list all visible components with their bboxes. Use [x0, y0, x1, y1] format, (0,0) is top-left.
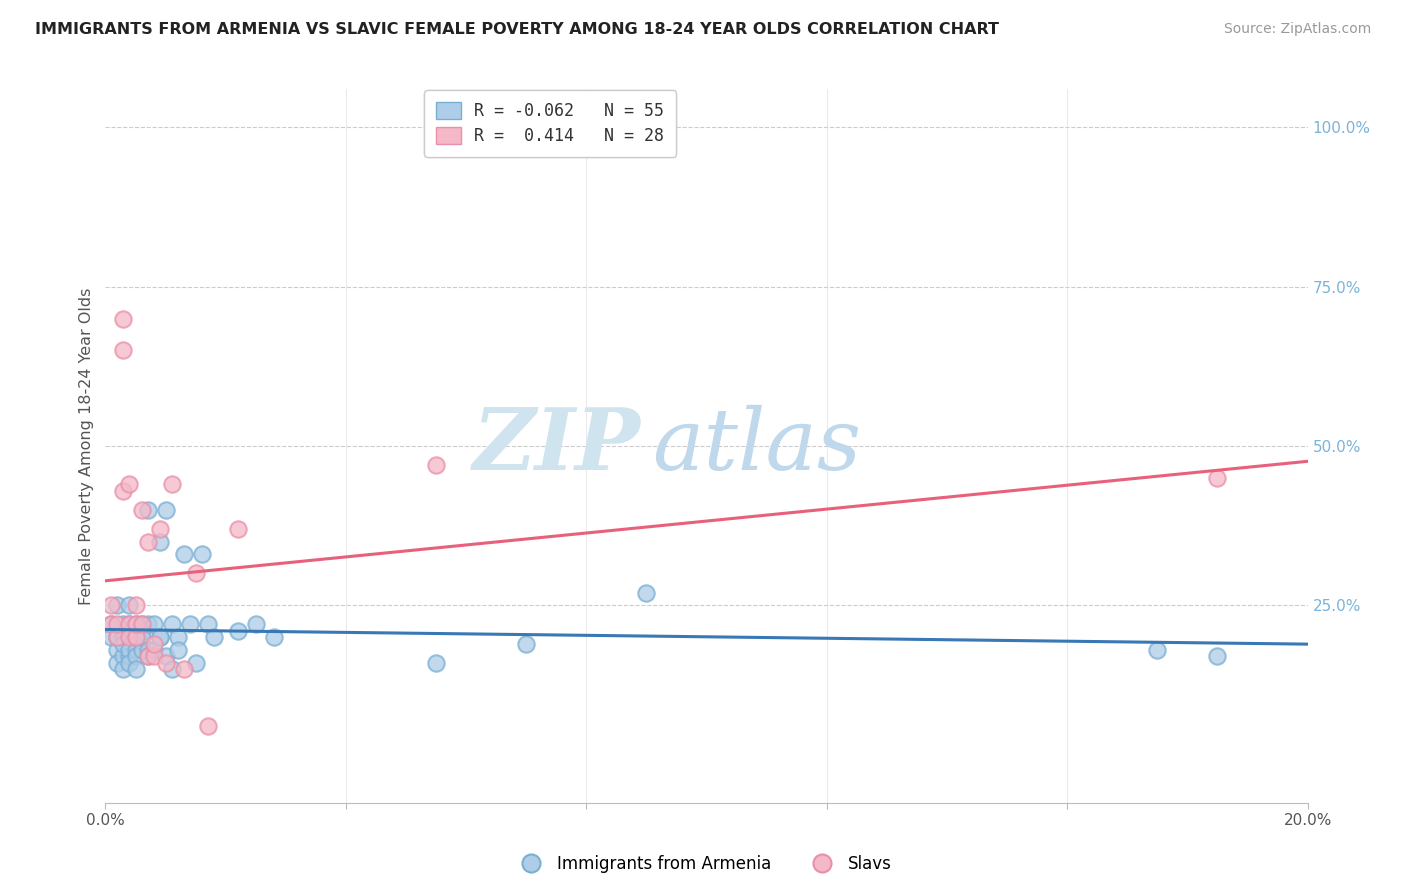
Point [112, 483, 135, 498]
Point [112, 343, 135, 358]
Point [124, 662, 146, 676]
Text: Source: ZipAtlas.com: Source: ZipAtlas.com [1223, 22, 1371, 37]
Point [107, 656, 129, 670]
Text: atlas: atlas [652, 405, 862, 487]
Point [118, 656, 141, 670]
Point [226, 522, 249, 536]
Point [160, 662, 183, 676]
Point [131, 617, 153, 632]
Point [118, 617, 141, 632]
Point [112, 311, 135, 326]
Point [202, 630, 225, 644]
Point [118, 599, 141, 613]
Point [226, 624, 249, 638]
Point [107, 630, 129, 644]
Point [124, 630, 146, 644]
Point [179, 617, 201, 632]
Point [131, 643, 153, 657]
Point [100, 617, 122, 632]
Legend: Immigrants from Armenia, Slavs: Immigrants from Armenia, Slavs [508, 848, 898, 880]
Point [142, 643, 165, 657]
Point [118, 617, 141, 632]
Point [131, 624, 153, 638]
Point [197, 617, 219, 632]
Point [155, 502, 177, 516]
Point [112, 630, 135, 644]
Point [190, 547, 212, 561]
Point [142, 649, 165, 664]
Point [112, 649, 135, 664]
Point [184, 566, 207, 581]
Point [197, 719, 219, 733]
Point [118, 477, 141, 491]
Text: IMMIGRANTS FROM ARMENIA VS SLAVIC FEMALE POVERTY AMONG 18-24 YEAR OLDS CORRELATI: IMMIGRANTS FROM ARMENIA VS SLAVIC FEMALE… [35, 22, 1000, 37]
Point [112, 636, 135, 650]
Point [142, 617, 165, 632]
Point [1206, 649, 1229, 664]
Point [155, 649, 177, 664]
Point [148, 630, 170, 644]
Point [107, 599, 129, 613]
Point [124, 630, 146, 644]
Point [166, 643, 188, 657]
Point [1206, 471, 1229, 485]
Point [136, 649, 159, 664]
Point [148, 630, 170, 644]
Text: ZIP: ZIP [472, 404, 640, 488]
Point [166, 630, 188, 644]
Point [107, 643, 129, 657]
Point [124, 599, 146, 613]
Legend: R = -0.062   N = 55, R =  0.414   N = 28: R = -0.062 N = 55, R = 0.414 N = 28 [425, 90, 676, 157]
Point [184, 656, 207, 670]
Point [107, 630, 129, 644]
Point [100, 630, 122, 644]
Point [118, 630, 141, 644]
Point [142, 636, 165, 650]
Point [155, 656, 177, 670]
Point [100, 599, 122, 613]
Point [173, 662, 195, 676]
Point [112, 662, 135, 676]
Point [636, 585, 658, 599]
Point [131, 630, 153, 644]
Point [148, 534, 170, 549]
Point [100, 617, 122, 632]
Point [124, 617, 146, 632]
Point [515, 636, 537, 650]
Point [136, 502, 159, 516]
Point [118, 643, 141, 657]
Point [160, 617, 183, 632]
Point [124, 649, 146, 664]
Point [160, 477, 183, 491]
Point [136, 643, 159, 657]
Point [425, 458, 447, 472]
Point [136, 649, 159, 664]
Point [131, 502, 153, 516]
Point [124, 617, 146, 632]
Point [245, 617, 267, 632]
Point [124, 643, 146, 657]
Point [136, 617, 159, 632]
Y-axis label: Female Poverty Among 18-24 Year Olds: Female Poverty Among 18-24 Year Olds [79, 287, 94, 605]
Point [131, 617, 153, 632]
Point [1146, 643, 1168, 657]
Point [107, 617, 129, 632]
Point [136, 534, 159, 549]
Point [124, 630, 146, 644]
Point [263, 630, 285, 644]
Point [173, 547, 195, 561]
Point [425, 656, 447, 670]
Point [112, 617, 135, 632]
Point [148, 522, 170, 536]
Point [118, 649, 141, 664]
